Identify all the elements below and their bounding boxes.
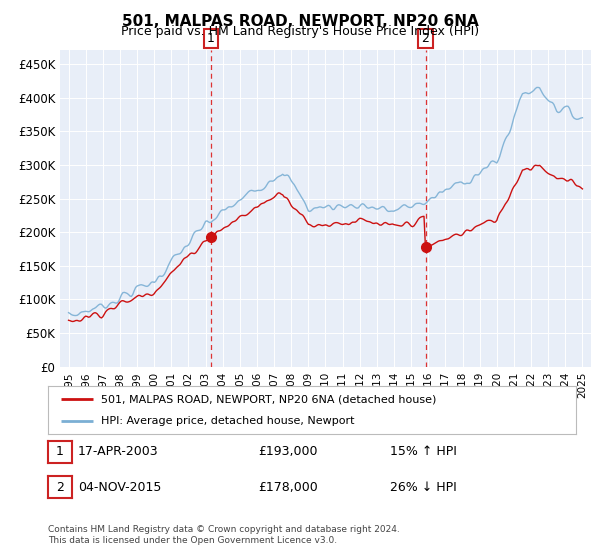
Text: 1: 1 [56,445,64,459]
Text: £193,000: £193,000 [258,445,317,459]
Text: 2: 2 [422,32,430,45]
Text: £178,000: £178,000 [258,480,318,494]
Text: Contains HM Land Registry data © Crown copyright and database right 2024.
This d: Contains HM Land Registry data © Crown c… [48,525,400,545]
Text: 15% ↑ HPI: 15% ↑ HPI [390,445,457,459]
Text: 1: 1 [206,32,215,45]
Text: 501, MALPAS ROAD, NEWPORT, NP20 6NA: 501, MALPAS ROAD, NEWPORT, NP20 6NA [122,14,478,29]
Text: 26% ↓ HPI: 26% ↓ HPI [390,480,457,494]
Text: HPI: Average price, detached house, Newport: HPI: Average price, detached house, Newp… [101,416,354,426]
Text: 2: 2 [56,480,64,494]
Text: 04-NOV-2015: 04-NOV-2015 [78,480,161,494]
Text: Price paid vs. HM Land Registry's House Price Index (HPI): Price paid vs. HM Land Registry's House … [121,25,479,38]
Text: 17-APR-2003: 17-APR-2003 [78,445,158,459]
Text: 501, MALPAS ROAD, NEWPORT, NP20 6NA (detached house): 501, MALPAS ROAD, NEWPORT, NP20 6NA (det… [101,394,436,404]
